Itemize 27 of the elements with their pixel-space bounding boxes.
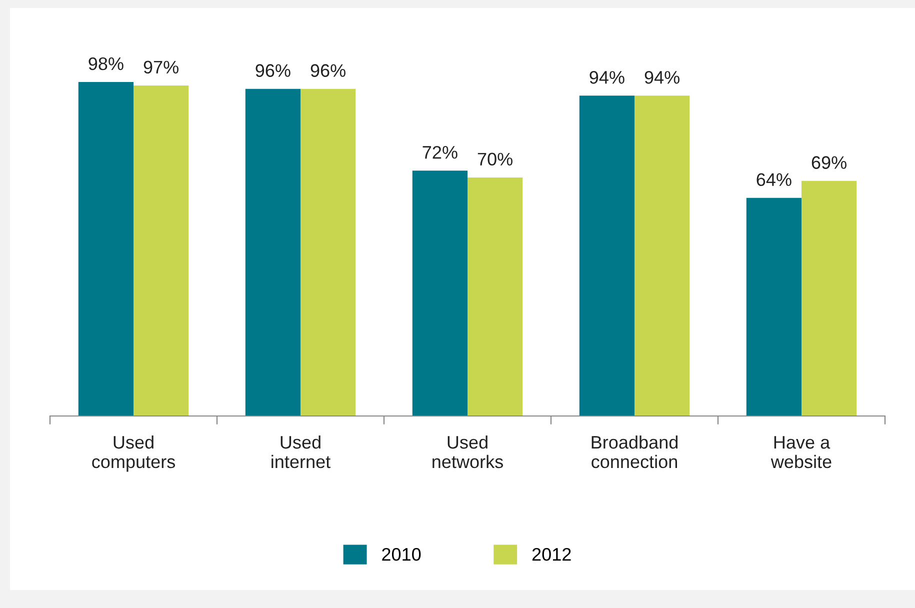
bar: [300, 88, 356, 416]
x-tick-label: Used computers: [92, 435, 175, 472]
bar: [468, 177, 523, 416]
data-label: 69%: [812, 156, 846, 169]
bar: [245, 88, 300, 416]
x-tick-label: Broadband connection: [592, 435, 678, 468]
data-label: 70%: [478, 152, 512, 166]
data-label: 97%: [144, 60, 178, 74]
data-label: 98%: [88, 57, 124, 70]
data-label: 94%: [590, 70, 624, 84]
legend-label: 2010: [382, 548, 421, 561]
data-label: 96%: [256, 64, 290, 77]
bar: [579, 96, 634, 416]
bar: [802, 180, 857, 416]
data-label: 96%: [310, 64, 346, 77]
data-label: 94%: [644, 70, 680, 84]
data-label: 72%: [422, 146, 458, 159]
bar: [746, 198, 802, 416]
bar: [634, 96, 690, 416]
x-tick-label: Used networks: [432, 435, 503, 468]
bar: [134, 85, 189, 416]
bar: [78, 82, 134, 416]
data-label: 64%: [756, 173, 792, 186]
x-tick-label: Have a website: [770, 436, 832, 468]
bar: [412, 170, 468, 416]
legend-label: 2012: [532, 548, 571, 561]
x-tick-label: Used internet: [272, 435, 330, 468]
